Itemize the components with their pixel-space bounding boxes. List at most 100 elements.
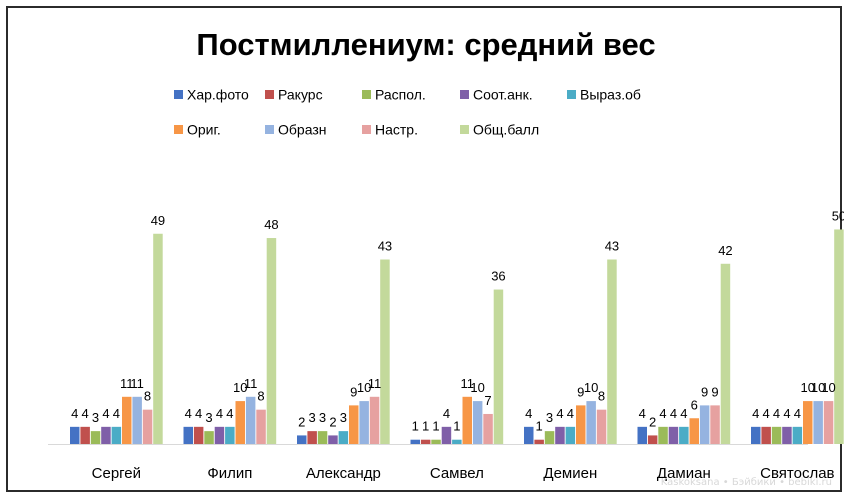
data-label-демиен-ориг: 9 xyxy=(577,384,584,399)
legend-label-ориг: Ориг. xyxy=(187,122,221,138)
bar-самвел-хар-фото xyxy=(410,439,420,444)
data-label-дамиан-образн: 9 xyxy=(701,384,708,399)
category-label-сергей: Сергей xyxy=(92,465,141,482)
bar-дамиан-распол xyxy=(658,426,668,444)
bar-александр-распол xyxy=(317,431,328,444)
bar-самвел-ракурс xyxy=(420,439,431,444)
bar-святослав-соот-анк xyxy=(782,426,792,444)
data-label-святослав-общ-балл: 50 xyxy=(832,208,844,223)
bar-самвел-общ-балл xyxy=(493,289,504,444)
data-label-сергей-распол: 3 xyxy=(92,410,99,425)
bars xyxy=(70,229,844,444)
data-label-александр-образн: 10 xyxy=(357,380,371,395)
legend-swatch-настр xyxy=(362,125,371,134)
bar-святослав-хар-фото xyxy=(751,426,761,444)
bar-святослав-ориг xyxy=(803,401,813,444)
data-label-сергей-соот-анк: 4 xyxy=(102,406,109,421)
legend-label-образн: Образн xyxy=(278,122,326,138)
bar-демиен-настр xyxy=(596,409,607,444)
bar-дамиан-настр xyxy=(710,405,720,444)
bar-филип-ориг xyxy=(235,401,245,444)
category-label-святослав: Святослав xyxy=(760,465,834,482)
bar-демиен-образн xyxy=(586,401,596,444)
bar-самвел-распол xyxy=(431,439,441,444)
legend-label-хар-фото: Хар.фото xyxy=(187,87,249,103)
bar-сергей-образн xyxy=(132,396,142,444)
data-label-самвел-общ-балл: 36 xyxy=(491,269,505,284)
bar-александр-общ-балл xyxy=(380,259,390,444)
bar-александр-образн xyxy=(359,401,369,444)
data-label-филип-настр: 8 xyxy=(257,389,264,404)
legend-label-выраз-об: Выраз.об xyxy=(580,87,641,103)
data-label-самвел-ориг: 11 xyxy=(461,376,475,391)
data-label-дамиан-ракурс: 2 xyxy=(649,414,656,429)
bar-филип-ракурс xyxy=(193,426,204,444)
category-label-самвел: Самвел xyxy=(430,465,484,482)
data-label-святослав-образн: 10 xyxy=(811,380,825,395)
data-label-демиен-настр: 8 xyxy=(598,389,605,404)
bar-демиен-соот-анк xyxy=(555,426,565,444)
bar-сергей-общ-балл xyxy=(153,233,163,444)
bar-демиен-ориг xyxy=(576,405,586,444)
legend-swatch-образн xyxy=(265,125,274,134)
data-label-александр-ориг: 9 xyxy=(350,384,357,399)
data-label-святослав-выраз-об: 4 xyxy=(794,406,801,421)
data-label-самвел-распол: 1 xyxy=(432,419,439,434)
data-label-святослав-хар-фото: 4 xyxy=(752,406,759,421)
legend: Хар.фото Ракурс Распол. Соот.анк. Выраз.об Ор… xyxy=(174,87,641,138)
bar-дамиан-образн xyxy=(699,405,710,444)
bar-александр-настр xyxy=(369,396,380,444)
data-label-святослав-распол: 4 xyxy=(773,406,780,421)
bar-александр-хар-фото xyxy=(297,435,307,444)
bar-сергей-хар-фото xyxy=(70,426,80,444)
bar-святослав-образн xyxy=(813,401,823,444)
legend-swatch-соот-анк xyxy=(460,90,469,99)
data-label-александр-соот-анк: 2 xyxy=(329,414,336,429)
chart-frame: Постмиллениум: средний вес Хар.фото Ракур… xyxy=(6,6,844,492)
bar-святослав-выраз-об xyxy=(792,426,803,444)
bar-сергей-соот-анк xyxy=(101,426,111,444)
category-label-александр: Александр xyxy=(306,465,381,482)
data-label-самвел-настр: 7 xyxy=(484,393,491,408)
data-label-дамиан-ориг: 6 xyxy=(691,397,698,412)
chart: Постмиллениум: средний вес Хар.фото Ракур… xyxy=(48,27,844,482)
data-label-дамиан-хар-фото: 4 xyxy=(639,406,646,421)
legend-label-настр: Настр. xyxy=(375,122,418,138)
data-label-филип-общ-балл: 48 xyxy=(264,217,278,232)
bar-сергей-настр xyxy=(142,409,153,444)
bar-святослав-общ-балл xyxy=(834,229,844,444)
legend-label-соот-анк: Соот.анк. xyxy=(473,87,533,103)
bar-демиен-распол xyxy=(544,431,555,444)
bar-самвел-соот-анк xyxy=(441,426,452,444)
data-label-филип-ракурс: 4 xyxy=(195,406,202,421)
bar-александр-выраз-об xyxy=(338,431,349,444)
data-label-демиен-хар-фото: 4 xyxy=(525,406,532,421)
bar-самвел-образн xyxy=(472,401,483,444)
bar-дамиан-общ-балл xyxy=(720,263,731,444)
bar-самвел-настр xyxy=(483,413,493,444)
legend-swatch-общ-балл xyxy=(460,125,469,134)
data-label-александр-хар-фото: 2 xyxy=(298,414,305,429)
bar-святослав-ракурс xyxy=(761,426,771,444)
data-label-сергей-ориг: 11 xyxy=(120,376,134,391)
data-label-демиен-соот-анк: 4 xyxy=(556,406,563,421)
data-label-самвел-образн: 10 xyxy=(470,380,484,395)
data-label-александр-ракурс: 3 xyxy=(309,410,316,425)
data-label-филип-соот-анк: 4 xyxy=(216,406,223,421)
bar-филип-соот-анк xyxy=(214,426,225,444)
data-label-сергей-хар-фото: 4 xyxy=(71,406,78,421)
bar-александр-ракурс xyxy=(307,431,317,444)
data-label-филип-ориг: 10 xyxy=(233,380,247,395)
bar-дамиан-ракурс xyxy=(647,435,658,444)
data-label-сергей-настр: 8 xyxy=(144,389,151,404)
data-label-святослав-соот-анк: 4 xyxy=(783,406,790,421)
bar-демиен-хар-фото xyxy=(524,426,534,444)
data-label-самвел-ракурс: 1 xyxy=(422,419,429,434)
bar-демиен-выраз-об xyxy=(565,426,576,444)
bar-святослав-распол xyxy=(771,426,782,444)
data-label-филип-распол: 3 xyxy=(205,410,212,425)
data-label-александр-распол: 3 xyxy=(319,410,326,425)
legend-label-общ-балл: Общ.балл xyxy=(473,122,539,138)
bar-сергей-распол xyxy=(90,431,101,444)
